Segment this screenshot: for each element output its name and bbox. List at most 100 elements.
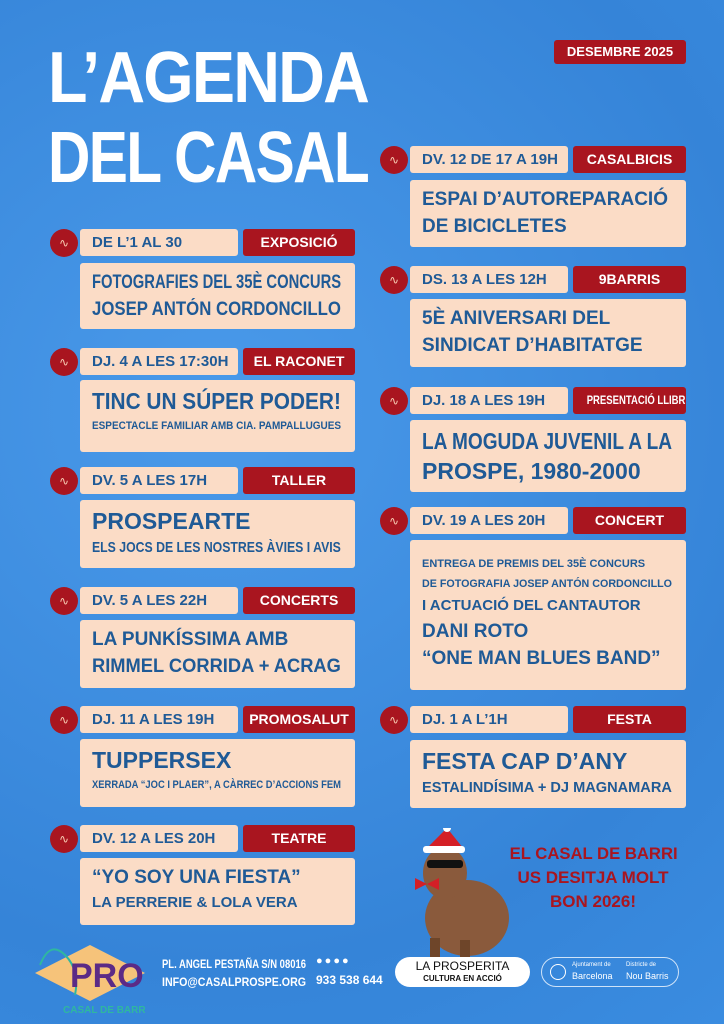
event-date: DV. 12 DE 17 A 19H xyxy=(410,146,568,173)
youtube-icon[interactable]: ● xyxy=(341,955,351,967)
event-date: DJ. 4 A LES 17:30H xyxy=(80,348,238,375)
event-description-line: FESTA CAP D’ANY xyxy=(422,748,628,774)
facebook-icon[interactable]: ● xyxy=(324,955,334,967)
event-pin-icon: ∿ xyxy=(50,825,78,853)
prosperita-name: LA PROSPERITA xyxy=(415,959,510,973)
greeting-line: EL CASAL DE BARRI xyxy=(509,844,678,863)
event-pin-icon: ∿ xyxy=(380,146,408,174)
event-description-line: “ONE MAN BLUES BAND” xyxy=(422,648,661,669)
event-category-tag: FESTA xyxy=(573,706,686,733)
event-date: DV. 19 A LES 20H xyxy=(410,507,568,534)
barcelona-shield-icon xyxy=(550,964,566,980)
event-description: FOTOGRAFIES DEL 35È CONCURS JOSEP ANTÓN C… xyxy=(80,263,355,329)
event-pin-icon: ∿ xyxy=(50,587,78,615)
ajuntament-logo: Ajuntament de Barcelona Districte de Nou… xyxy=(541,957,679,987)
event-description-line: SINDICAT D’HABITATGE xyxy=(422,335,643,356)
prosperita-subtitle: CULTURA EN ACCIÓ xyxy=(423,974,502,983)
event-category-label: CONCERT xyxy=(594,512,665,528)
event-description: ENTREGA DE PREMIS DEL 35È CONCURS DE FOTO… xyxy=(410,540,686,690)
event-date-label: DV. 5 A LES 17H xyxy=(92,472,208,489)
event-description-line: LA PUNKÍSSIMA AMB xyxy=(92,629,289,650)
event-date: DJ. 18 A LES 19H xyxy=(410,387,568,414)
event-description-line: DE FOTOGRAFIA JOSEP ANTÓN CORDONCILLO xyxy=(422,578,673,590)
event-date: DV. 5 A LES 17H xyxy=(80,467,238,494)
event-category-tag: EL RACONET xyxy=(243,348,355,375)
event-date-label: DJ. 11 A LES 19H xyxy=(92,711,215,728)
event-pin-icon: ∿ xyxy=(50,467,78,495)
event-description-line: TUPPERSEX xyxy=(92,747,232,773)
event-description: TINC UN SÚPER PODER! ESPECTACLE FAMILIAR … xyxy=(80,380,355,452)
event-date-label: DE L’1 AL 30 xyxy=(92,234,183,251)
event-date: DJ. 11 A LES 19H xyxy=(80,706,238,733)
capybara-illustration xyxy=(415,828,509,958)
ajuntament-name: Barcelona xyxy=(572,971,613,981)
event-category-tag: 9BARRIS xyxy=(573,266,686,293)
event-date-label: DV. 12 A LES 20H xyxy=(92,830,216,847)
event-category-label: EXPOSICIÓ xyxy=(260,234,338,250)
page-title: L’AGENDA DEL CASAL xyxy=(48,38,378,198)
email-link[interactable]: INFO@CASALPROSPE.ORG xyxy=(162,975,307,989)
greeting-text: EL CASAL DE BARRI US DESITJA MOLT BON 20… xyxy=(508,842,678,914)
event-pin-icon: ∿ xyxy=(380,706,408,734)
event-description: ESPAI D’AUTOREPARACIÓ DE BICICLETES xyxy=(410,180,686,247)
event-category-label: PROMOSALUT xyxy=(249,711,349,727)
event-date: DV. 5 A LES 22H xyxy=(80,587,238,614)
event-pin-icon: ∿ xyxy=(50,348,78,376)
event-date-label: DV. 19 A LES 20H xyxy=(422,512,546,529)
twitter-icon[interactable]: ● xyxy=(316,955,325,967)
address: PL. ANGEL PESTAÑA S/N 08016 xyxy=(162,957,306,971)
event-description-line: ESPECTACLE FAMILIAR AMB CIA. PAMPALLUGUE… xyxy=(92,420,342,432)
event-description-line: ELS JOCS DE LES NOSTRES ÀVIES I AVIS xyxy=(92,539,341,556)
event-description: TUPPERSEX XERRADA “JOC I PLAER”, A CÀRREC… xyxy=(80,739,355,807)
event-category-tag: PROMOSALUT xyxy=(243,706,355,733)
event-description: “YO SOY UNA FIESTA” LA PERRERIE & LOLA VE… xyxy=(80,858,355,925)
event-pin-icon: ∿ xyxy=(50,706,78,734)
instagram-icon[interactable]: ● xyxy=(333,955,342,967)
event-date: DV. 12 A LES 20H xyxy=(80,825,238,852)
ajuntament-small: Ajuntament de xyxy=(572,962,611,968)
event-category-tag: TALLER xyxy=(243,467,355,494)
event-description-line: DANI ROTO xyxy=(422,621,529,642)
event-date-label: DJ. 18 A LES 19H xyxy=(422,392,546,409)
event-description-line: PROSPE, 1980-2000 xyxy=(422,458,641,484)
event-category-tag: EXPOSICIÓ xyxy=(243,229,355,256)
event-pin-icon: ∿ xyxy=(380,507,408,535)
prosperita-logo: LA PROSPERITA CULTURA EN ACCIÓ xyxy=(395,957,530,987)
event-category-tag: PRESENTACIÓ LLIBRE xyxy=(573,387,686,414)
event-category-label: CASALBICIS xyxy=(586,151,673,167)
event-category-label: PRESENTACIÓ LLIBRE xyxy=(586,393,686,407)
event-category-tag: TEATRE xyxy=(243,825,355,852)
event-date-label: DV. 5 A LES 22H xyxy=(92,592,208,609)
event-description: LA MOGUDA JUVENIL A LA PROSPE, 1980-2000 xyxy=(410,420,686,492)
event-date-label: DS. 13 A LES 12H xyxy=(422,271,547,288)
event-description-line: PROSPEARTE xyxy=(92,508,251,534)
event-description-line: FOTOGRAFIES DEL 35È CONCURS xyxy=(92,272,342,293)
event-description-line: XERRADA “JOC I PLAER”, A CÀRREC D’ACCION… xyxy=(92,779,341,791)
event-category-label: 9BARRIS xyxy=(598,271,661,287)
phone-number: 933 538 644 xyxy=(316,973,383,987)
event-description-line: DE BICICLETES xyxy=(422,216,567,237)
event-date-label: DJ. 4 A LES 17:30H xyxy=(92,353,229,370)
event-description-line: “YO SOY UNA FIESTA” xyxy=(92,867,301,888)
event-description-line: LA PERRERIE & LOLA VERA xyxy=(92,894,298,911)
event-description-line: TINC UN SÚPER PODER! xyxy=(92,388,341,414)
event-category-tag: CONCERT xyxy=(573,507,686,534)
phone-label: 933 538 644 xyxy=(316,973,383,987)
event-category-tag: CASALBICIS xyxy=(573,146,686,173)
event-description-line: LA MOGUDA JUVENIL A LA xyxy=(422,428,672,454)
event-description-line: RIMMEL CORRIDA + ACRAG xyxy=(92,656,341,677)
title-line: DEL CASAL xyxy=(48,118,370,198)
title-line: L’AGENDA xyxy=(48,38,370,118)
event-description: 5È ANIVERSARI DEL SINDICAT D’HABITATGE xyxy=(410,299,686,367)
greeting-line: US DESITJA MOLT xyxy=(517,868,669,887)
event-category-label: TEATRE xyxy=(271,830,327,846)
event-category-label: CONCERTS xyxy=(259,592,339,608)
event-date: DE L’1 AL 30 xyxy=(80,229,238,256)
month-label: DESEMBRE 2025 xyxy=(566,44,674,59)
event-category-label: EL RACONET xyxy=(253,353,345,369)
event-description-line: 5È ANIVERSARI DEL xyxy=(422,308,611,329)
event-date: DS. 13 A LES 12H xyxy=(410,266,568,293)
event-description: FESTA CAP D’ANY ESTALINDÍSIMA + DJ MAGNAM… xyxy=(410,740,686,808)
event-category-label: TALLER xyxy=(271,472,327,488)
districte-small: Districte de xyxy=(626,962,657,968)
